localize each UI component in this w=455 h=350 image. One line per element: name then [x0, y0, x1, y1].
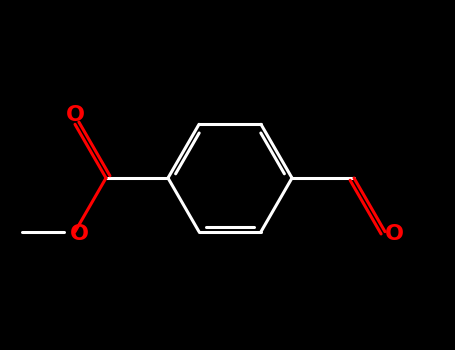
Text: O: O — [66, 105, 85, 125]
Text: O: O — [384, 224, 404, 244]
Text: O: O — [70, 224, 89, 244]
